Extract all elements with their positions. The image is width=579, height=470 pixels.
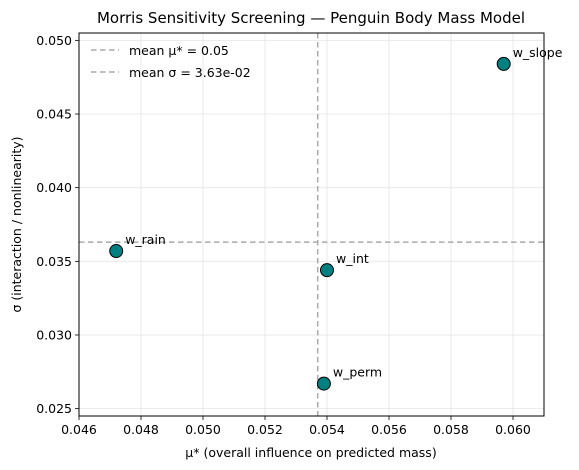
chart-title: Morris Sensitivity Screening — Penguin B… (97, 9, 525, 27)
data-points: w_slope w_rain w_int w_perm (109, 45, 563, 391)
legend-label-mean-mu: mean μ* = 0.05 (129, 43, 229, 58)
data-point-w-slope (496, 56, 511, 71)
point-label-w-slope: w_slope (513, 45, 563, 60)
legend-label-mean-sigma: mean σ = 3.63e-02 (129, 65, 251, 80)
data-point-w-perm (316, 376, 331, 391)
x-tick-label: 0.050 (185, 422, 221, 437)
y-axis-label: σ (interaction / nonlinearity) (9, 136, 24, 312)
x-tick-label: 0.056 (371, 422, 407, 437)
y-tick-label: 0.050 (36, 33, 72, 48)
point-label-w-perm: w_perm (333, 365, 382, 380)
y-tick-label: 0.040 (36, 180, 72, 195)
point-label-w-rain: w_rain (125, 232, 166, 247)
x-tick-label: 0.052 (247, 422, 283, 437)
axis-ticks: 0.046 0.048 0.050 0.052 0.054 0.056 0.058 0.060… (36, 33, 531, 437)
x-tick-label: 0.054 (309, 422, 345, 437)
data-point-w-rain (109, 244, 124, 259)
x-tick-label: 0.048 (123, 422, 159, 437)
x-axis-label: μ* (overall influence on predicted mass) (185, 445, 436, 460)
x-tick-label: 0.060 (495, 422, 531, 437)
point-label-w-int: w_int (336, 251, 369, 266)
legend: mean μ* = 0.05 mean σ = 3.63e-02 (91, 43, 251, 80)
plot-frame (78, 32, 545, 417)
grid-layer (78, 33, 544, 416)
y-tick-label: 0.045 (36, 107, 72, 122)
y-tick-label: 0.030 (36, 327, 72, 342)
y-tick-label: 0.025 (36, 401, 72, 416)
y-tick-label: 0.035 (36, 254, 72, 269)
data-point-w-int (320, 263, 334, 278)
x-tick-label: 0.046 (61, 422, 97, 437)
reference-lines (79, 33, 544, 416)
x-tick-label: 0.058 (433, 422, 469, 437)
